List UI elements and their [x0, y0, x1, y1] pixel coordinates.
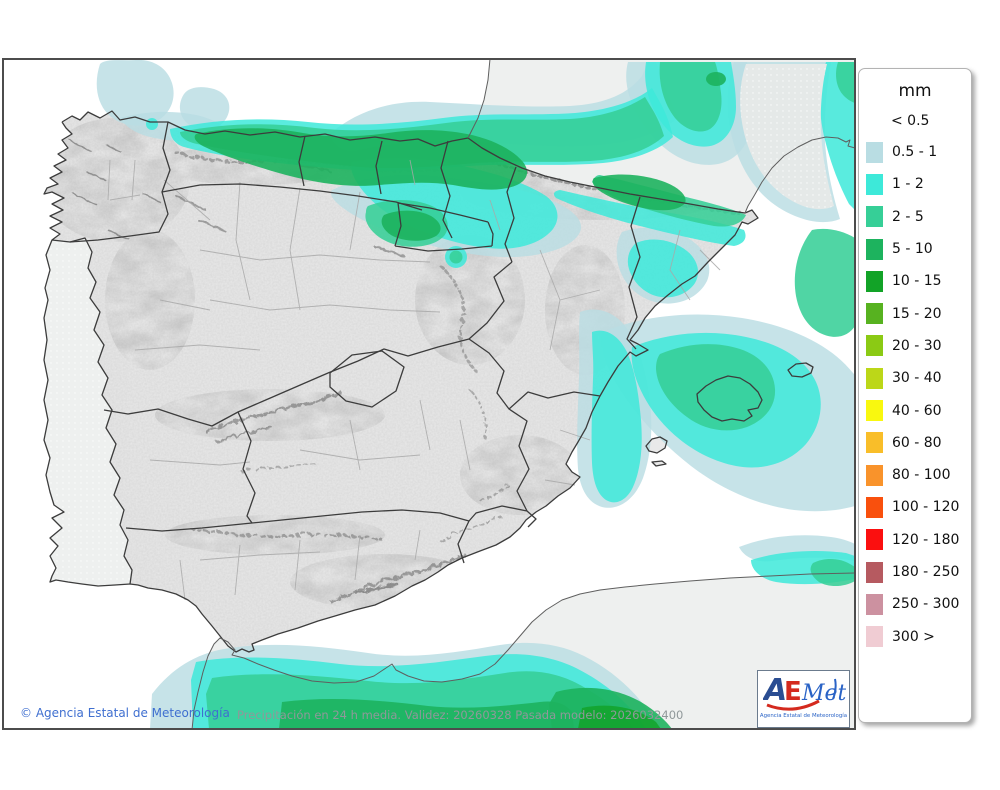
province-borders — [107, 159, 721, 601]
ibiza-island — [646, 437, 667, 453]
map-caption: Precipitación en 24 h media. Validez: 20… — [237, 708, 684, 722]
legend-label: 5 - 10 — [892, 241, 933, 258]
precip-layer-10-15mm — [578, 705, 661, 729]
legend-label: 300 > — [892, 628, 935, 645]
legend-label: 10 - 15 — [892, 273, 942, 290]
legend-row: 15 - 20 — [859, 297, 971, 329]
legend-row: 20 - 30 — [859, 330, 971, 362]
legend-label: 0.5 - 1 — [892, 144, 938, 161]
legend-row: 250 - 300 — [859, 588, 971, 620]
legend-swatch — [866, 141, 883, 163]
legend-swatch — [866, 303, 883, 325]
aemet-logo: A E Met Agencia Estatal de Meteorología — [757, 670, 850, 728]
legend-label: 20 - 30 — [892, 337, 942, 354]
legend-label-lt05: < 0.5 — [891, 113, 930, 129]
legend-swatch — [866, 335, 883, 357]
portugal-landmass — [44, 238, 132, 586]
legend-row: 10 - 15 — [859, 265, 971, 297]
legend-row: 1 - 2 — [859, 168, 971, 200]
legend-swatch — [866, 561, 883, 583]
legend-row: 2 - 5 — [859, 201, 971, 233]
legend-title: mm — [898, 81, 932, 101]
legend-label: 180 - 250 — [892, 564, 960, 580]
legend-label: 30 - 40 — [892, 370, 942, 387]
legend-row: 30 - 40 — [859, 362, 971, 394]
map-frame — [2, 58, 856, 730]
legend-swatch — [866, 173, 883, 195]
svg-text:E: E — [784, 677, 802, 707]
aemet-logo-subtitle: Agencia Estatal de Meteorología — [759, 713, 848, 719]
legend-label: 15 - 20 — [892, 305, 942, 322]
legend-label: 80 - 100 — [892, 467, 951, 484]
svg-text:Met: Met — [801, 681, 846, 706]
legend-swatch — [866, 206, 883, 228]
legend-label: 40 - 60 — [892, 402, 942, 419]
borders-layer — [43, 59, 855, 729]
legend-label: 2 - 5 — [892, 208, 924, 225]
legend-row: 120 - 180 — [859, 524, 971, 556]
legend-swatch — [866, 593, 883, 615]
legend-row: 180 - 250 — [859, 556, 971, 588]
legend-panel: mm < 0.5 0.5 - 1 1 - 2 2 - 5 5 - 10 10 -… — [858, 68, 972, 723]
legend-row: 40 - 60 — [859, 394, 971, 426]
island-coastlines — [645, 362, 814, 467]
legend-label: 120 - 180 — [892, 531, 960, 548]
africa-coastline — [191, 572, 855, 729]
legend-swatch — [866, 464, 883, 486]
legend-label: 100 - 120 — [892, 499, 960, 516]
legend-swatch — [866, 626, 883, 648]
legend-row: 60 - 80 — [859, 427, 971, 459]
legend-row: 80 - 100 — [859, 459, 971, 491]
precip-trace-region — [740, 64, 834, 210]
legend-row: 100 - 120 — [859, 491, 971, 523]
svg-text:A: A — [763, 673, 787, 708]
legend-swatch — [866, 367, 883, 389]
legend-swatch — [866, 270, 883, 292]
legend-label: 1 - 2 — [892, 176, 924, 193]
legend-swatch — [866, 529, 883, 551]
legend-label: 60 - 80 — [892, 434, 942, 451]
region-borders — [51, 121, 746, 585]
legend-swatch — [866, 400, 883, 422]
legend-swatch — [866, 496, 883, 518]
aemet-wordmark-icon: A E Met — [763, 673, 846, 711]
iberia-coastline — [43, 110, 759, 653]
france-coastline — [467, 59, 855, 214]
legend-label: 250 - 300 — [892, 596, 960, 613]
legend-row: 5 - 10 — [859, 233, 971, 265]
copyright-text: © Agencia Estatal de Meteorología — [20, 706, 230, 720]
legend-swatch — [866, 238, 883, 260]
legend-row: 0.5 - 1 — [859, 136, 971, 168]
legend-row: 300 > — [859, 620, 971, 652]
legend-swatch — [866, 432, 883, 454]
